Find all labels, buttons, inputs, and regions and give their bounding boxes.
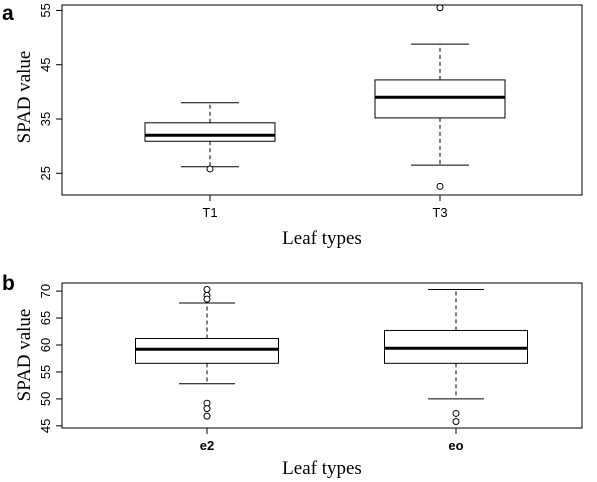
x-axis-label: Leaf types [282,228,362,249]
x-axis-label: Leaf types [282,458,362,479]
y-tick-label: 25 [38,166,53,180]
outlier-point [203,295,211,303]
plot-frame [61,4,583,196]
boxes [144,4,506,190]
outlier-point [452,409,460,417]
y-axis-label: SPAD value [14,309,35,402]
outlier-point [203,412,211,420]
y-tick-label: 50 [38,392,53,406]
outlier-point [203,285,211,293]
x-tick-label: T3 [432,205,447,220]
boxes [135,285,528,426]
interquartile-box [374,79,506,119]
y-tick-label: 55 [38,3,53,17]
x-axis: T1 T3 [202,195,448,220]
y-axis: 45 50 55 60 65 70 [38,284,62,433]
plot-frame [61,282,583,429]
y-tick-label: 55 [38,365,53,379]
box-eo [384,288,528,426]
panel-letter-a: a [2,2,14,25]
y-axis-label: SPAD value [14,51,35,144]
outlier-point [436,182,444,190]
y-tick-label: 35 [38,112,53,126]
y-tick-label: 45 [38,419,53,433]
x-axis: e2 eo [200,428,464,453]
outlier-point [452,418,460,426]
outlier-point [206,165,214,173]
x-tick-label: T1 [202,205,217,220]
x-tick-label: e2 [200,438,214,453]
y-tick-label: 60 [38,338,53,352]
box-T3 [374,4,506,190]
y-tick-label: 45 [38,57,53,71]
box-T1 [144,102,276,173]
y-axis: 25 35 45 55 [38,3,62,181]
y-tick-label: 65 [38,311,53,325]
interquartile-box [144,122,276,142]
box-e2 [135,285,279,420]
outlier-point [203,405,211,413]
x-tick-label: eo [448,438,463,453]
y-tick-label: 70 [38,284,53,298]
panel-a: a 25 35 45 55 T1 T3 SPAD value Leaf types [2,2,583,249]
panel-letter-b: b [2,272,15,295]
outlier-point [436,4,444,12]
panel-b: b 45 50 55 60 65 70 e2 eo SPAD value Leaf type… [2,272,583,479]
interquartile-box [135,338,279,364]
